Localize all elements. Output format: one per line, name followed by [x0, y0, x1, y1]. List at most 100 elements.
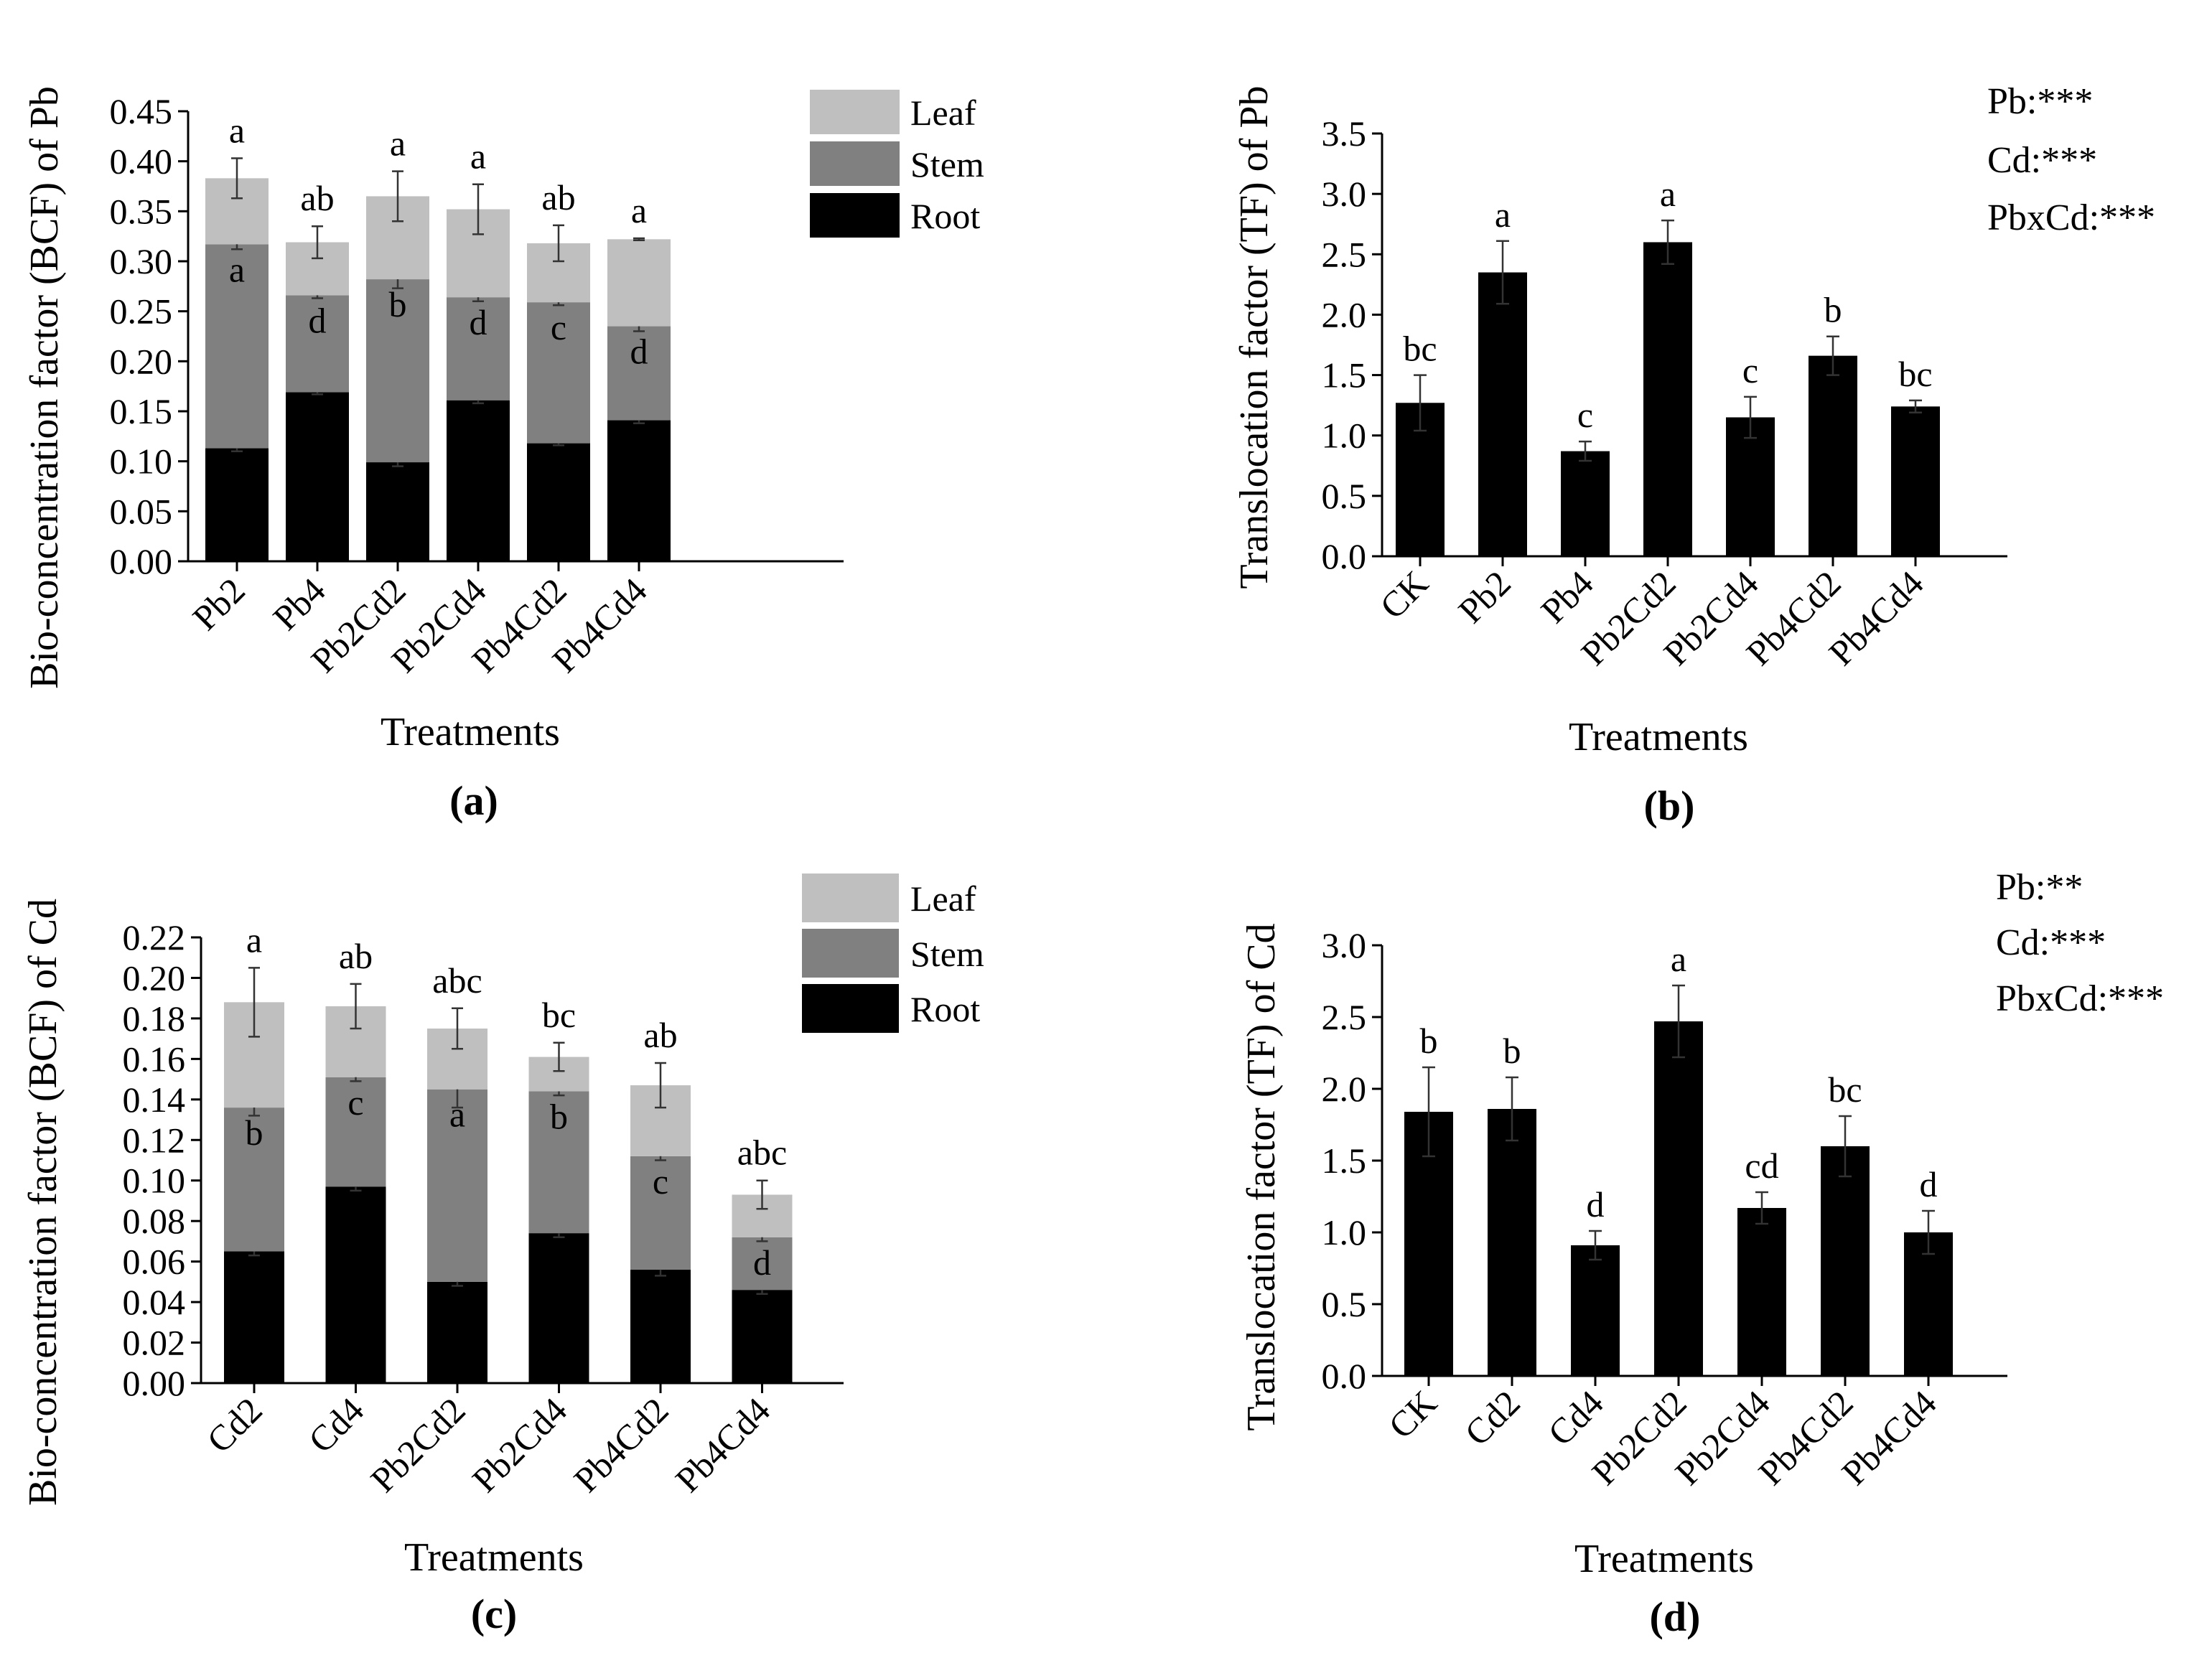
- panel-a-legend-stem-label: Stem: [910, 144, 984, 184]
- panel-c-legend-stem-swatch: [802, 929, 899, 978]
- panel-c-legend-leaf-swatch: [802, 874, 899, 922]
- panel-c-error-bar: [553, 1041, 565, 1072]
- panel-b-x-axis-title: Treatments: [1569, 715, 1748, 759]
- panel-a-error-bar: [392, 170, 403, 223]
- panel-a-y-tick-label: 0.10: [110, 441, 173, 482]
- panel-d-sig-letter: b: [1420, 1021, 1438, 1061]
- panel-a-sig-letter-stem: d: [630, 332, 648, 372]
- panel-d-y-tick-label: 0.0: [1322, 1356, 1367, 1396]
- panel-a-bar-root: [607, 420, 671, 561]
- panel-c-sig-letter-stem: b: [550, 1097, 568, 1137]
- panel-c-y-tick-label: 0.16: [123, 1039, 186, 1079]
- panel-c-bar-stem: [630, 1156, 691, 1270]
- panel-a-bar-stem: [366, 279, 429, 463]
- panel-c-bar-root: [528, 1233, 589, 1383]
- panel-a-sig-letter-leaf: a: [229, 110, 245, 150]
- panel-c-legend-leaf-label: Leaf: [910, 879, 976, 919]
- panel-a-sig-letter-root: a: [309, 398, 325, 438]
- panel-b-stat-cd: Cd:***: [1987, 140, 2097, 181]
- panel-d-stat-cd: Cd:***: [1996, 922, 2106, 963]
- panel-a-error-bar: [231, 157, 243, 200]
- panel-a-error-bar: [633, 237, 645, 241]
- panel-a-sig-letter-root: d: [389, 467, 407, 507]
- panel-a-bar-root: [447, 400, 510, 561]
- panel-b-sig-letter: b: [1824, 290, 1842, 330]
- panel-d-stats: Pb:** Cd:*** PbxCd:***: [1996, 867, 2164, 1019]
- panel-a-sig-letter-stem: b: [389, 284, 407, 324]
- panel-a-x-axis-title: Treatments: [381, 710, 560, 754]
- panel-b-bar: [1643, 242, 1692, 556]
- panel-c-bar-stem: [427, 1089, 487, 1282]
- panel-a-sig-letter-root: c: [229, 454, 245, 494]
- panel-b-y-ticks: 0.0 0.5 1.0 1.5 2.0 2.5 3.0 3.5: [1322, 113, 1382, 576]
- panel-c-y-tick-label: 0.04: [123, 1282, 186, 1322]
- panel-d-bar: [1821, 1146, 1870, 1376]
- panel-d-y-tick-label: 2.5: [1322, 997, 1367, 1037]
- panel-b-sig-letter: bc: [1403, 329, 1437, 369]
- panel-b-error-bar: [1496, 240, 1509, 305]
- panel-c-bar-stem: [528, 1091, 589, 1234]
- panel-a-y-tick-label: 0.00: [110, 541, 173, 581]
- panel-b-bar: [1478, 272, 1527, 556]
- panel-b-stats: Pb:*** Cd:*** PbxCd:***: [1987, 81, 2155, 238]
- panel-c-bar-root: [224, 1251, 284, 1383]
- panel-c-y-ticks: 0.000.020.040.060.080.100.120.140.160.18…: [123, 917, 201, 1403]
- panel-d-y-tick-label: 1.0: [1322, 1212, 1367, 1252]
- panel-c-sig-letter-leaf: ab: [643, 1015, 677, 1055]
- panel-c-y-tick-label: 0.14: [123, 1079, 186, 1120]
- panel-b-sig-letter: c: [1577, 395, 1593, 435]
- panel-a-error-bar: [553, 224, 564, 263]
- panel-c-y-tick-label: 0.06: [123, 1242, 186, 1282]
- panel-a-sig-letter-leaf: a: [390, 123, 406, 164]
- panel-a-sig-letter-stem: a: [229, 249, 245, 289]
- panel-c-sig-letter-stem: a: [449, 1095, 465, 1135]
- panel-b-sig-letter: bc: [1898, 354, 1932, 394]
- panel-c-error-bar: [248, 967, 260, 1038]
- panel-c-bar-root: [427, 1281, 487, 1383]
- panel-c-sig-letter-stem: d: [753, 1242, 771, 1283]
- panel-a-legend-root-swatch: [810, 193, 900, 238]
- panel-c-sig-letter-leaf: ab: [339, 936, 373, 976]
- panel-a-legend: Leaf Stem Root: [810, 90, 984, 238]
- panel-a-error-bar: [472, 183, 484, 235]
- panel-a-sig-letter-leaf: a: [470, 136, 486, 177]
- panel-a-y-axis-title: Bio-concentration factor (BCF) of Pb: [22, 86, 67, 689]
- panel-c-sig-letter-root: e: [449, 1287, 465, 1327]
- panel-b-bar: [1809, 355, 1857, 556]
- panel-a-y-tick-label: 0.25: [110, 291, 173, 332]
- panel-c-error-bar: [655, 1062, 666, 1109]
- panel-b-stat-interaction: PbxCd:***: [1987, 197, 2155, 238]
- panel-d-y-tick-label: 2.0: [1322, 1069, 1367, 1109]
- panel-d-error-bar: [1422, 1066, 1435, 1158]
- panel-d-stat-interaction: PbxCd:***: [1996, 978, 2164, 1019]
- panel-d-sig-letter: d: [1587, 1184, 1605, 1224]
- panel-c-y-tick-label: 0.10: [123, 1161, 186, 1201]
- panel-b-sig-letter: a: [1495, 195, 1511, 235]
- panel-b-bars: bc a c a c b bc: [1396, 174, 1940, 556]
- panel-a-bar-stem: [286, 295, 349, 393]
- panel-c-sig-letter-stem: c: [653, 1161, 668, 1202]
- panel-d-y-ticks: 0.0 0.5 1.0 1.5 2.0 2.5 3.0: [1322, 925, 1382, 1396]
- panel-d-error-bar: [1672, 984, 1685, 1059]
- panel-b-error-bar: [1579, 440, 1592, 462]
- panel-b-y-tick-label: 1.5: [1322, 355, 1367, 395]
- panel-c-sig-letter-stem: b: [246, 1113, 263, 1153]
- panel-b-error-bar: [1414, 374, 1427, 432]
- panel-d-error-bar: [1589, 1230, 1602, 1261]
- panel-d-sig-letter: b: [1503, 1031, 1521, 1071]
- panel-d-bar: [1571, 1245, 1620, 1376]
- panel-d-y-tick-label: 0.5: [1322, 1284, 1367, 1324]
- panel-c-y-tick-label: 0.00: [123, 1363, 186, 1403]
- panel-d-y-tick-label: 1.5: [1322, 1141, 1367, 1181]
- panel-a-sig-letter-root: c: [551, 449, 566, 489]
- panel-a-legend-leaf-swatch: [810, 90, 900, 134]
- panel-c-error-bar: [350, 983, 362, 1030]
- panel-a-bars: c a a a d ab d b a a d a c c ab b d a: [205, 110, 671, 561]
- panel-c-y-tick-label: 0.08: [123, 1201, 186, 1241]
- panel-c-legend: Leaf Stem Root: [802, 874, 984, 1033]
- panel-c-label: (c): [471, 1591, 517, 1637]
- panel-a-y-tick-label: 0.40: [110, 141, 173, 182]
- panel-c-sig-letter-root: e: [754, 1295, 770, 1335]
- panel-b-label: (b): [1644, 782, 1695, 829]
